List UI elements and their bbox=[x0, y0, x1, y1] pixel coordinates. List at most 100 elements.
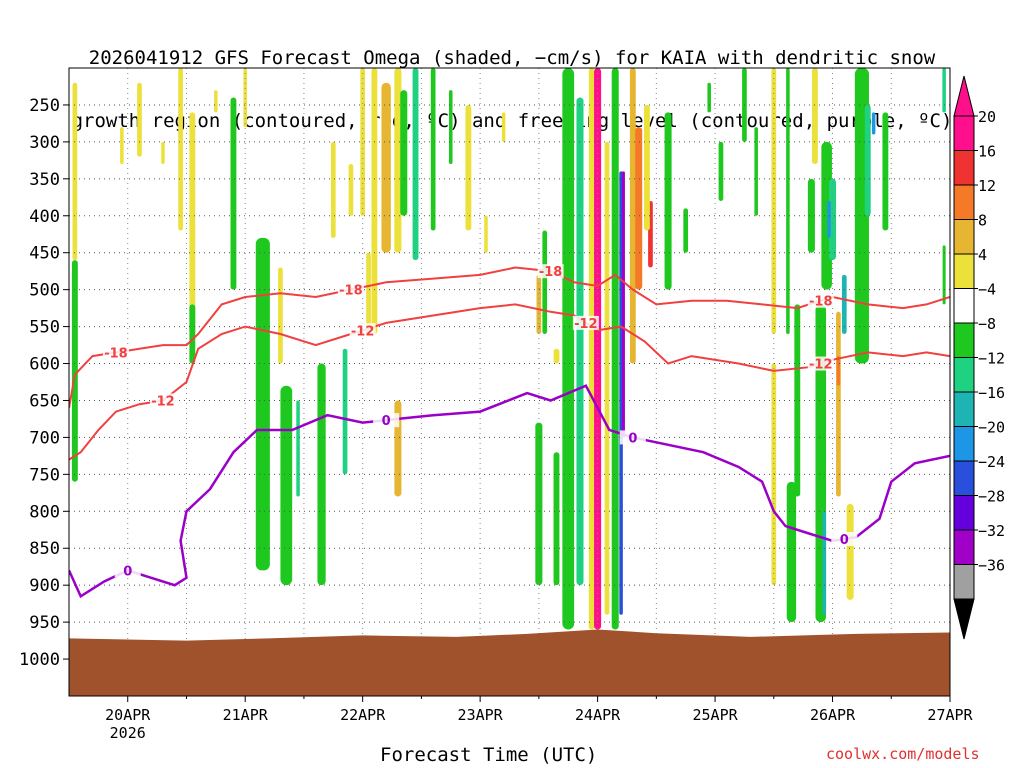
contour-label-bg bbox=[619, 430, 646, 445]
omega-cell bbox=[841, 274, 847, 334]
contour-label-bg bbox=[537, 264, 564, 279]
y-axis: 250 300 350 400 450 500 550 600 650 700 750 800 850 9… bbox=[19, 96, 69, 670]
omega-cell bbox=[230, 97, 237, 290]
omega-cell bbox=[465, 104, 472, 231]
y-tick-label: 700 bbox=[29, 428, 60, 448]
y-tick-label: 950 bbox=[29, 613, 60, 633]
x-year-label: 2026 bbox=[110, 724, 146, 742]
y-tick-label: 800 bbox=[29, 502, 60, 522]
omega-cell bbox=[214, 90, 218, 113]
contour-label: 0 bbox=[382, 414, 391, 429]
omega-cell bbox=[71, 260, 78, 482]
colorbar-swatch bbox=[953, 495, 975, 531]
omega-cell bbox=[611, 68, 619, 630]
omega-cell bbox=[366, 252, 371, 334]
contour-label: -12 bbox=[351, 324, 375, 339]
omega-cell bbox=[664, 112, 672, 290]
contour-label: -18 bbox=[809, 295, 833, 310]
omega-cell bbox=[371, 68, 378, 334]
omega-cell bbox=[786, 481, 797, 623]
omega-cell bbox=[430, 68, 436, 231]
y-tick-label: 500 bbox=[29, 281, 60, 301]
x-tick-label: 25APR bbox=[692, 706, 738, 724]
colorbar-swatch bbox=[953, 426, 975, 462]
colorbar-swatch bbox=[953, 184, 975, 220]
colorbar-label: −8 bbox=[978, 315, 996, 333]
omega-cell bbox=[827, 200, 831, 238]
contour-line bbox=[69, 384, 950, 599]
omega-cell bbox=[683, 208, 689, 253]
omega-cell bbox=[137, 82, 142, 157]
omega-cell bbox=[604, 141, 610, 615]
omega-cell bbox=[643, 104, 650, 231]
omega-cell bbox=[381, 82, 391, 253]
y-tick-label: 550 bbox=[29, 318, 60, 338]
omega-cell bbox=[161, 141, 165, 165]
colorbar-swatch bbox=[953, 322, 975, 358]
omega-cell bbox=[243, 68, 247, 128]
omega-cell bbox=[255, 237, 270, 571]
omega-cell bbox=[562, 68, 575, 630]
colorbar-swatch bbox=[953, 391, 975, 427]
x-tick-label: 24APR bbox=[575, 706, 621, 724]
omega-cell bbox=[484, 215, 488, 253]
omega-cell bbox=[836, 311, 841, 497]
colorbar-label: 16 bbox=[978, 143, 996, 161]
x-tick-label: 21APR bbox=[223, 706, 269, 724]
colorbar-swatch bbox=[953, 150, 975, 186]
omega-cell bbox=[864, 104, 871, 216]
omega-cell bbox=[794, 304, 801, 497]
omega-cell bbox=[882, 112, 889, 231]
y-tick-label: 600 bbox=[29, 355, 60, 375]
y-tick-label: 450 bbox=[29, 244, 60, 264]
omega-cell bbox=[536, 274, 542, 334]
colorbar-label: −32 bbox=[978, 522, 1005, 540]
plot-frame bbox=[68, 67, 951, 697]
omega-cell bbox=[501, 112, 506, 142]
credit-text: coolwx.com/models bbox=[826, 745, 980, 763]
omega-cell bbox=[189, 304, 196, 364]
contour-label: -12 bbox=[809, 358, 833, 373]
omega-cell bbox=[330, 141, 336, 238]
contour-label: 0 bbox=[123, 564, 132, 579]
omega-cell bbox=[342, 348, 348, 475]
x-axis: 20APR 21APR 22APR 23APR 24APR 25APR 26APR 27APR… bbox=[105, 696, 974, 742]
omega-cell bbox=[120, 127, 124, 165]
omega-cell bbox=[771, 68, 777, 334]
y-tick-label: 850 bbox=[29, 539, 60, 559]
omega-cell bbox=[348, 164, 354, 216]
contour-label: -12 bbox=[574, 317, 598, 332]
contours: -18 -18 -18 -18 -12 -12 -12 -12 0 0 0 0 bbox=[69, 264, 950, 599]
omega-cell bbox=[278, 267, 283, 364]
omega-cell bbox=[942, 68, 946, 113]
omega-cell bbox=[829, 178, 837, 261]
y-tick-label: 400 bbox=[29, 207, 60, 227]
omega-cell bbox=[871, 112, 876, 135]
omega-cell bbox=[786, 68, 790, 334]
contour-label: -18 bbox=[539, 265, 563, 280]
omega-cell bbox=[360, 68, 366, 216]
x-tick-label: 27APR bbox=[927, 706, 973, 724]
x-tick-label: 20APR bbox=[105, 706, 151, 724]
omega-cell bbox=[412, 68, 419, 261]
contour-label-bg bbox=[337, 282, 364, 297]
omega-cell bbox=[588, 68, 595, 630]
omega-cell bbox=[296, 400, 300, 497]
y-tick-label: 300 bbox=[29, 133, 60, 153]
omega-shading bbox=[71, 68, 946, 630]
contour-label: -18 bbox=[339, 284, 363, 299]
colorbar: 20 16 12 8 4 −4 −8 −12 −16 −20 −24 −28 −32 −36 bbox=[953, 75, 1005, 640]
contour-label: 0 bbox=[840, 533, 849, 548]
colorbar-label: −16 bbox=[978, 384, 1005, 402]
y-tick-label: 350 bbox=[29, 170, 60, 190]
x-tick-label: 22APR bbox=[340, 706, 386, 724]
contour-label-bg bbox=[807, 293, 834, 308]
colorbar-swatch bbox=[953, 460, 975, 496]
colorbar-label: −20 bbox=[978, 419, 1005, 437]
colorbar-label: 12 bbox=[978, 177, 996, 195]
x-axis-label: Forecast Time (UTC) bbox=[380, 744, 598, 766]
y-tick-label: 1000 bbox=[19, 650, 60, 670]
y-tick-label: 750 bbox=[29, 465, 60, 485]
colorbar-label: 8 bbox=[978, 212, 987, 230]
